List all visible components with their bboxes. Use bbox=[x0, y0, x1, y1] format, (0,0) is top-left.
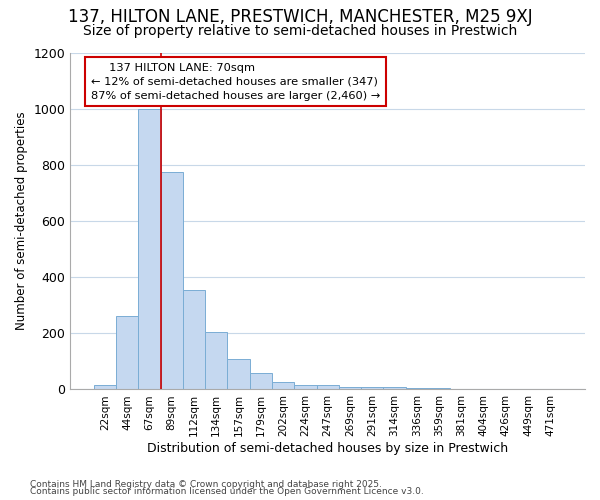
Bar bbox=[517, 388, 539, 390]
Bar bbox=[116, 316, 138, 390]
Bar bbox=[383, 387, 406, 390]
Bar bbox=[317, 385, 339, 390]
Text: Contains HM Land Registry data © Crown copyright and database right 2025.: Contains HM Land Registry data © Crown c… bbox=[30, 480, 382, 489]
Bar bbox=[183, 290, 205, 390]
Bar bbox=[472, 388, 495, 390]
Bar bbox=[227, 358, 250, 390]
Text: Size of property relative to semi-detached houses in Prestwich: Size of property relative to semi-detach… bbox=[83, 24, 517, 38]
Bar bbox=[361, 386, 383, 390]
Bar bbox=[161, 172, 183, 390]
X-axis label: Distribution of semi-detached houses by size in Prestwich: Distribution of semi-detached houses by … bbox=[147, 442, 508, 455]
Bar bbox=[205, 332, 227, 390]
Text: 137 HILTON LANE: 70sqm
← 12% of semi-detached houses are smaller (347)
87% of se: 137 HILTON LANE: 70sqm ← 12% of semi-det… bbox=[91, 62, 380, 100]
Bar bbox=[94, 385, 116, 390]
Bar bbox=[272, 382, 294, 390]
Text: Contains public sector information licensed under the Open Government Licence v3: Contains public sector information licen… bbox=[30, 487, 424, 496]
Bar bbox=[495, 388, 517, 390]
Bar bbox=[294, 385, 317, 390]
Bar bbox=[450, 388, 472, 390]
Bar bbox=[339, 386, 361, 390]
Bar bbox=[539, 388, 562, 390]
Bar bbox=[138, 108, 161, 390]
Bar bbox=[428, 388, 450, 390]
Bar bbox=[250, 372, 272, 390]
Text: 137, HILTON LANE, PRESTWICH, MANCHESTER, M25 9XJ: 137, HILTON LANE, PRESTWICH, MANCHESTER,… bbox=[68, 8, 532, 26]
Y-axis label: Number of semi-detached properties: Number of semi-detached properties bbox=[15, 112, 28, 330]
Bar bbox=[406, 388, 428, 390]
